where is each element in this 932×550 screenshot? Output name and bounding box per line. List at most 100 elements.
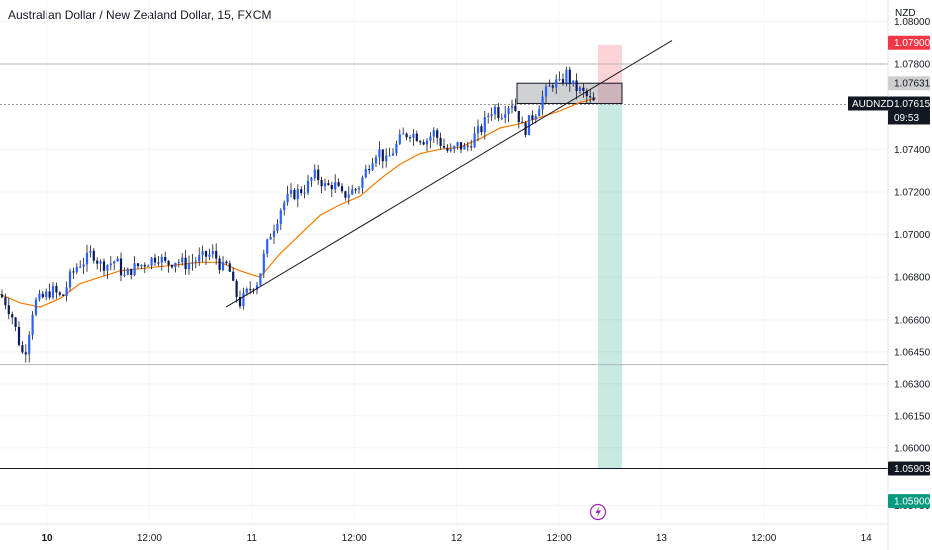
- x-tick-label: 12:00: [751, 533, 776, 544]
- candle-body: [330, 184, 333, 190]
- candle-body: [170, 265, 174, 268]
- candle-body: [521, 122, 524, 124]
- candle-body: [405, 133, 408, 138]
- candle-body: [483, 116, 486, 133]
- candle-body: [99, 261, 102, 264]
- y-tick-label: 1.07200: [894, 187, 931, 198]
- x-tick-label: 12:00: [546, 533, 571, 544]
- candle-body: [38, 293, 41, 300]
- candle-body: [235, 280, 238, 297]
- candle-body: [534, 116, 537, 120]
- trendline-line[interactable]: [225, 40, 673, 308]
- candle-body: [109, 263, 112, 266]
- candle-body: [320, 179, 323, 187]
- candles: [0, 66, 595, 363]
- x-tick-label: 12: [451, 533, 463, 544]
- candle-body: [164, 256, 167, 261]
- candle-body: [354, 189, 357, 191]
- candle-body: [102, 261, 106, 271]
- candle-body: [378, 149, 381, 158]
- candle-body: [395, 143, 398, 154]
- candle-body: [327, 183, 330, 185]
- price-currency: NZD: [895, 8, 916, 19]
- trendline[interactable]: [225, 40, 673, 308]
- candle-body: [92, 250, 95, 261]
- candle-body: [269, 236, 272, 240]
- stop-loss-zone[interactable]: [598, 44, 622, 104]
- candle-body: [558, 79, 561, 81]
- take-profit-zone[interactable]: [598, 103, 622, 469]
- event-marker[interactable]: [589, 503, 607, 521]
- candle-body: [507, 108, 510, 115]
- candle-body: [283, 202, 286, 211]
- candle-body: [225, 261, 228, 264]
- candle-body: [34, 299, 38, 315]
- candle-body: [245, 288, 248, 293]
- candle-body: [14, 317, 17, 328]
- candle-body: [323, 183, 327, 187]
- candle-body: [123, 274, 126, 276]
- x-tick-label: 12:00: [137, 533, 162, 544]
- time-axis[interactable]: 10 12:00 11 12:00 12 12:00 13 12:00 14: [0, 523, 888, 544]
- candle-body: [113, 261, 116, 264]
- candle-body: [62, 294, 65, 296]
- y-tick-label: 1.07000: [894, 230, 931, 241]
- candle-body: [136, 263, 140, 267]
- candle-body: [28, 334, 31, 355]
- candle-body: [493, 106, 497, 115]
- price-tag: [888, 96, 930, 111]
- candle-body: [211, 250, 214, 255]
- position-zones[interactable]: [516, 44, 623, 469]
- candle-body: [548, 85, 551, 87]
- moving-average: [0, 97, 597, 308]
- candle-body: [198, 255, 201, 262]
- candle-body: [476, 126, 480, 134]
- candle-body: [561, 79, 565, 84]
- candle-body: [266, 239, 269, 254]
- candle-body: [514, 105, 517, 111]
- candle-body: [96, 260, 99, 264]
- price-tag-label: 1.07631: [894, 79, 931, 90]
- horizontal-lines[interactable]: [0, 63, 888, 469]
- candle-body: [218, 258, 221, 270]
- candle-body: [575, 80, 578, 91]
- candle-body: [126, 268, 129, 275]
- candle-body: [300, 189, 303, 194]
- price-tag-label: 1.05903: [894, 464, 931, 475]
- candle-body: [544, 86, 548, 97]
- price-axis[interactable]: 1.08000 1.07800 1.07400 1.07200 1.07000 1.068…: [887, 0, 931, 550]
- price-tags: 1.07900 1.07631 1.07615 1.05903 1.05900 09:53…: [848, 35, 931, 509]
- candle-body: [368, 168, 371, 171]
- candle-body: [565, 69, 568, 84]
- candle-body: [143, 264, 146, 267]
- candle-body: [249, 288, 252, 290]
- candle-body: [116, 258, 119, 262]
- candle-body: [466, 145, 469, 147]
- candle-body: [419, 141, 422, 143]
- candle-body: [228, 263, 231, 272]
- candle-body: [293, 189, 296, 200]
- candle-body: [344, 191, 347, 198]
- candle-body: [55, 285, 58, 293]
- candle-body: [439, 137, 442, 146]
- candle-body: [589, 96, 592, 98]
- candle-body: [361, 177, 364, 188]
- candle-body: [388, 155, 391, 157]
- candle-body: [306, 180, 310, 193]
- candle-body: [524, 122, 527, 136]
- candle-body: [24, 352, 27, 355]
- candle-body: [487, 116, 490, 118]
- x-tick-label: 14: [861, 533, 873, 544]
- x-tick-label: 10: [41, 533, 53, 544]
- y-tick-label: 1.06600: [894, 315, 931, 326]
- countdown-tag: [888, 110, 930, 125]
- candle-body: [201, 251, 204, 256]
- candle-body: [75, 266, 78, 272]
- candle-body: [194, 261, 197, 263]
- candle-body: [310, 177, 313, 181]
- candle-body: [429, 136, 432, 141]
- candle-body: [334, 182, 337, 190]
- candle-body: [48, 291, 51, 298]
- grid-lines: [0, 20, 888, 506]
